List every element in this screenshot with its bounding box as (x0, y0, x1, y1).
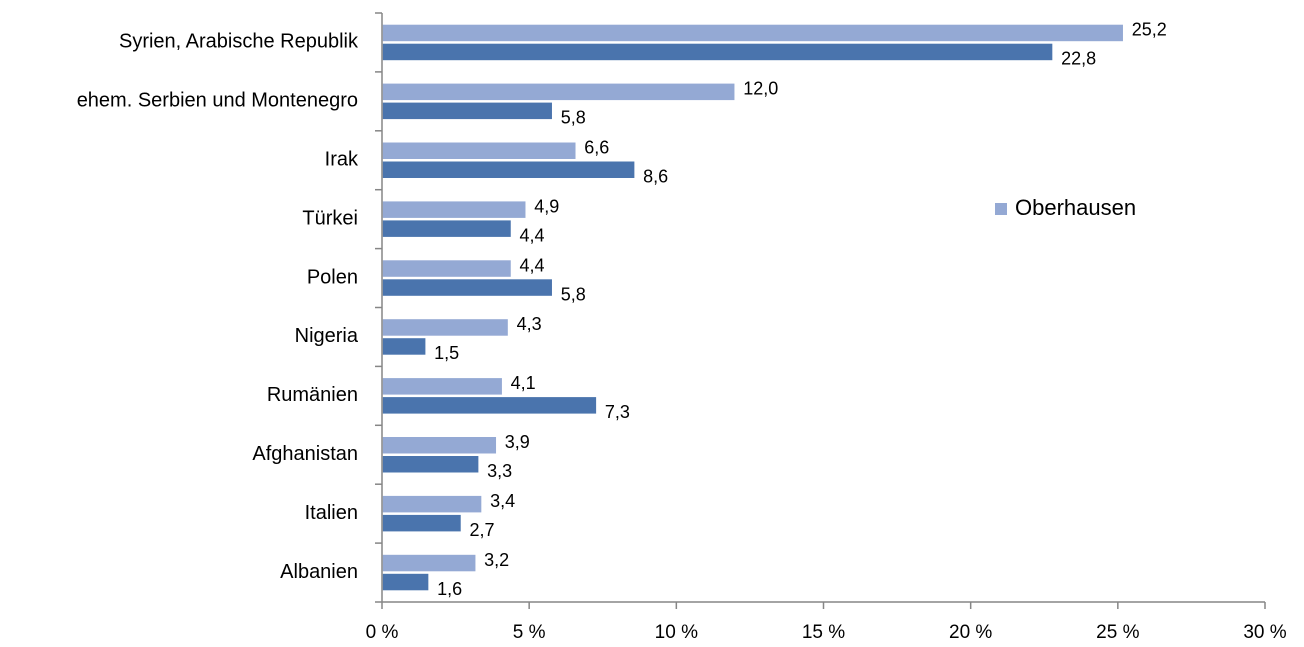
bar-series1-9 (381, 553, 477, 573)
x-tick-label-6: 30 % (1243, 622, 1286, 643)
data-label-series2-1: 5,8 (561, 108, 586, 128)
bar-series2-4 (381, 277, 554, 298)
data-label-series1-9: 3,2 (484, 550, 509, 570)
data-label-series2-3: 4,4 (520, 225, 545, 245)
bar-series2-9 (381, 572, 430, 592)
category-label-0: Syrien, Arabische Republik (119, 31, 359, 53)
bar-series1-0 (381, 23, 1125, 43)
bar-series2-0 (381, 42, 1054, 62)
bar-series1-1 (381, 82, 736, 102)
data-label-series1-5: 4,3 (517, 314, 542, 334)
legend-swatch-0 (995, 203, 1007, 215)
category-label-8: Italien (305, 502, 358, 524)
bar-series1-7 (381, 435, 498, 455)
bar-series1-4 (381, 258, 513, 279)
category-label-9: Albanien (280, 561, 358, 583)
bar-series1-2 (381, 141, 578, 161)
bar-series1-6 (381, 376, 504, 397)
bar-series2-5 (381, 336, 427, 357)
x-tick-label-4: 20 % (949, 622, 992, 643)
data-label-series1-1: 12,0 (743, 79, 778, 99)
x-tick-label-0: 0 % (366, 622, 399, 643)
x-tick-label-3: 15 % (802, 622, 845, 643)
bar-series2-2 (381, 160, 636, 180)
data-label-series2-9: 1,6 (437, 579, 462, 599)
category-label-5: Nigeria (295, 325, 359, 347)
data-label-series1-2: 6,6 (584, 138, 609, 158)
bar-series2-6 (381, 395, 598, 416)
data-label-series2-5: 1,5 (434, 343, 459, 363)
category-label-1: ehem. Serbien und Montenegro (77, 90, 358, 112)
category-label-2: Irak (325, 149, 359, 171)
data-label-series1-4: 4,4 (520, 255, 545, 275)
bar-series2-1 (381, 101, 554, 121)
data-label-series1-0: 25,2 (1132, 20, 1167, 40)
bar-series1-8 (381, 494, 483, 514)
category-label-7: Afghanistan (252, 443, 358, 465)
bar-series2-7 (381, 454, 480, 474)
category-label-4: Polen (307, 266, 358, 288)
category-label-6: Rumänien (267, 384, 358, 406)
data-label-series2-2: 8,6 (643, 167, 668, 187)
data-label-series2-6: 7,3 (605, 402, 630, 422)
bar-series1-3 (381, 199, 527, 220)
bar-series2-3 (381, 218, 513, 239)
data-label-series1-6: 4,1 (511, 373, 536, 393)
x-tick-label-1: 5 % (513, 622, 546, 643)
data-label-series1-7: 3,9 (505, 432, 530, 452)
bar-series2-8 (381, 513, 463, 533)
data-label-series2-4: 5,8 (561, 284, 586, 304)
data-label-series2-7: 3,3 (487, 461, 512, 481)
x-tick-label-5: 25 % (1096, 622, 1139, 643)
data-label-series1-8: 3,4 (490, 491, 515, 511)
legend-label-0: Oberhausen (1015, 195, 1136, 220)
category-label-3: Türkei (302, 207, 358, 229)
bar-series1-5 (381, 317, 510, 338)
data-label-series2-8: 2,7 (469, 520, 494, 540)
x-tick-label-2: 10 % (655, 622, 698, 643)
data-label-series1-3: 4,9 (534, 196, 559, 216)
data-label-series2-0: 22,8 (1061, 49, 1096, 69)
